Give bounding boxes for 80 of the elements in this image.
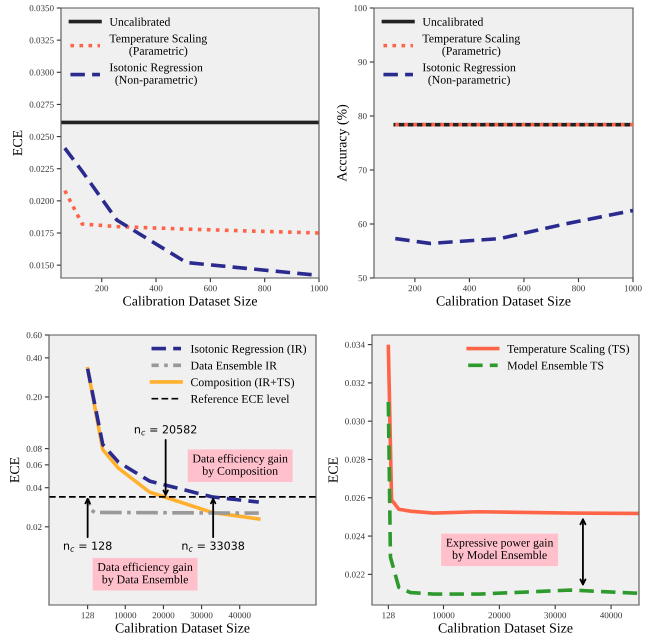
x-tick-label: 128: [82, 612, 94, 618]
y-tick-label: 0.0225: [30, 166, 54, 172]
legend-label: Isotonic Regression (Non-parametric): [110, 63, 203, 86]
annotation: n$_{c}$ = 128: [64, 541, 112, 552]
y-axis-title: ECE: [10, 458, 20, 483]
y-tick-label: 0.0275: [30, 102, 54, 108]
x-tick-label: 600: [204, 285, 217, 292]
y-tick-label: 100: [354, 5, 367, 12]
y-tick-label: 0.0350: [30, 5, 54, 12]
x-tick-label: 10000: [114, 612, 136, 618]
legend-label: Isotonic Regression (Non-parametric): [422, 63, 516, 86]
x-tick-label: 1000: [624, 285, 642, 292]
x-tick-label: 10000: [433, 612, 454, 618]
x-tick-label: 40000: [600, 612, 622, 618]
line-series: [393, 208, 633, 246]
legend-label: Uncalibrated: [110, 18, 170, 26]
x-tick-label: 30000: [544, 612, 566, 618]
y-tick-label: 0.032: [345, 380, 365, 386]
x-tick-label: 200: [408, 285, 422, 292]
annotation: Expressive power gain by Model Ensemble: [446, 538, 554, 562]
y-tick-label: 0.0300: [30, 69, 54, 76]
x-tick-label: 400: [149, 285, 162, 292]
y-axis-title: ECE: [328, 458, 338, 483]
x-axis-title: Calibration Dataset Size: [436, 296, 571, 306]
line-series: [86, 496, 261, 515]
y-tick-label: 0.06: [26, 462, 42, 468]
y-tick-label: 90: [358, 59, 367, 66]
y-tick-label: 0.0175: [30, 230, 54, 236]
x-tick-label: 30000: [190, 612, 213, 618]
y-tick-label: 0.030: [345, 418, 365, 424]
y-tick-label: 0.0150: [30, 262, 54, 268]
y-tick-label: 0.034: [345, 342, 365, 348]
line-series: [386, 400, 639, 596]
y-tick-label: 0.026: [345, 494, 365, 502]
legend-label: Uncalibrated: [422, 18, 484, 26]
y-tick-label: 0.022: [345, 571, 365, 578]
y-tick-label: 60: [358, 221, 367, 228]
y-tick-label: 0.0250: [30, 134, 54, 140]
annotation: Data efficiency gain by Composition: [192, 454, 288, 478]
x-tick-label: 128: [382, 612, 395, 618]
legend-label: Temperature Scaling (Parametric): [110, 34, 208, 58]
legend-label: Isotonic Regression (IR): [190, 344, 306, 356]
legend-label: Data Ensemble IR: [190, 361, 278, 370]
annotation: n$_{c}$ = 20582: [134, 425, 196, 436]
y-tick-label: 50: [358, 275, 367, 282]
x-axis-title: Calibration Dataset Size: [116, 622, 250, 633]
y-tick-label: 0.60: [26, 332, 42, 338]
x-tick-label: 20000: [152, 612, 174, 618]
legend-label: Temperature Scaling (Parametric): [422, 34, 520, 58]
legend-label: Model Ensemble TS: [507, 361, 604, 370]
x-tick-label: 400: [462, 285, 476, 292]
y-tick-label: 0.08: [26, 446, 42, 452]
y-axis-title: Accuracy (%): [336, 104, 350, 182]
y-axis-title: ECE: [12, 130, 22, 156]
x-axis-title: Calibration Dataset Size: [123, 296, 258, 306]
y-tick-label: 80: [358, 113, 367, 120]
x-axis-title: Calibration Dataset Size: [438, 622, 573, 633]
legend-label: Composition (IR+TS): [190, 378, 294, 389]
x-tick-label: 1000: [310, 285, 328, 292]
x-tick-label: 200: [95, 285, 108, 292]
annotation: n$_{c}$ = 33038: [182, 541, 244, 552]
y-tick-label: 0.02: [26, 524, 42, 530]
x-tick-label: 800: [572, 285, 585, 292]
x-tick-label: 600: [518, 285, 530, 292]
y-tick-label: 70: [358, 167, 367, 174]
x-tick-label: 800: [258, 285, 272, 292]
line-series: [62, 188, 319, 235]
y-tick-label: 0.20: [26, 394, 42, 400]
y-tick-label: 0.0325: [30, 37, 54, 44]
y-tick-label: 0.04: [26, 484, 42, 491]
x-tick-label: 20000: [488, 612, 510, 618]
line-series: [62, 146, 319, 278]
y-tick-label: 0.024: [345, 533, 365, 540]
annotation: Data efficiency gain by Data Ensemble: [98, 562, 193, 586]
y-tick-label: 0.0200: [30, 198, 54, 204]
legend-label: Temperature Scaling (TS): [507, 344, 630, 356]
x-tick-label: 40000: [228, 612, 251, 618]
y-tick-label: 0.028: [345, 456, 365, 463]
y-tick-label: 0.40: [26, 354, 42, 362]
legend-label: Reference ECE level: [190, 394, 290, 403]
